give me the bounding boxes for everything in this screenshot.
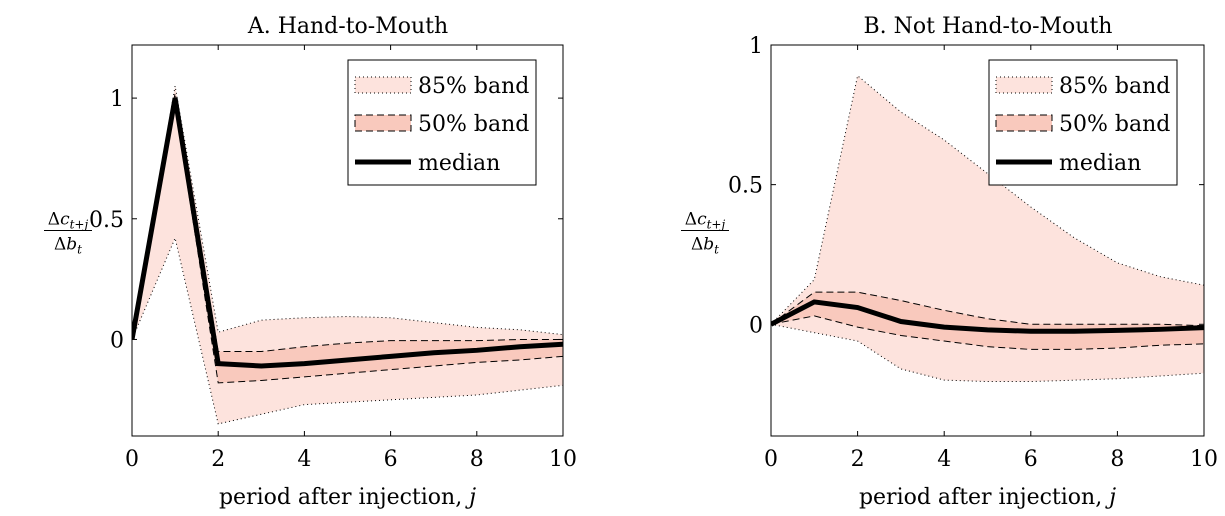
x-tick-label: 8: [1110, 447, 1124, 472]
y-label-num-var: c: [697, 210, 707, 230]
y-tick-label: 1: [110, 87, 124, 112]
y-label-den-sub: t: [77, 243, 82, 257]
y-label-den-sub: t: [714, 243, 719, 257]
x-tick-label: 0: [125, 447, 139, 472]
y-label-den-var: b: [703, 235, 714, 255]
legend-label-2: 50% band: [1059, 112, 1170, 137]
x-tick-label: 10: [1190, 447, 1218, 472]
y-label-num-sub: t+j: [70, 218, 89, 232]
band-85: [132, 86, 563, 424]
band-50-lower-line: [771, 315, 1204, 350]
y-label-den-var: b: [66, 235, 77, 255]
x-axis-label: period after injection, j: [219, 485, 476, 510]
chart-title: B. Not Hand-to-Mouth: [864, 14, 1113, 39]
legend: 85% band 50% band median: [347, 59, 537, 186]
median-line: [771, 299, 1204, 334]
y-label-den-delta: Δ: [691, 235, 703, 255]
median-line: [132, 97, 563, 369]
y-label-num-sub: t+j: [707, 218, 726, 232]
y-axis-label-denominator: Δbt: [691, 235, 719, 257]
band-50: [132, 93, 563, 383]
band-50-lower-line: [132, 105, 563, 384]
chart-panel-1: 0 2 4 6 8 10 0 0.5 1 A. Hand-to-Mouth period after…: [44, 14, 577, 510]
plot-area: [132, 85, 563, 425]
y-tick-label: 0.5: [89, 208, 124, 233]
legend-swatch-85: [995, 76, 1053, 94]
band-85-lower-line: [132, 236, 563, 425]
x-tick-label: 4: [297, 447, 311, 472]
band-50: [771, 292, 1204, 350]
legend-label-1: 85% band: [418, 74, 529, 99]
x-tick-label: 2: [211, 447, 225, 472]
band-85-lower-line: [771, 323, 1204, 383]
x-axis-label-text: period after injection,: [859, 485, 1109, 510]
legend-label-3: median: [1059, 151, 1141, 176]
axes-frame: [770, 44, 1205, 437]
y-label-den-delta: Δ: [54, 235, 66, 255]
y-tick-label: 0.5: [728, 174, 763, 199]
x-axis-label: period after injection, j: [859, 485, 1116, 510]
legend-swatch-50: [354, 114, 412, 132]
band-50-upper-line: [771, 291, 1204, 327]
x-tick-label: 10: [549, 447, 577, 472]
y-tick-label: 0: [110, 328, 124, 353]
legend-swatch-85: [354, 76, 412, 94]
legend-swatch-50: [995, 114, 1053, 132]
legend: 85% band 50% band median: [988, 59, 1178, 186]
legend-label-2: 50% band: [418, 112, 529, 137]
x-tick-label: 2: [851, 447, 865, 472]
y-label-num-delta: Δ: [685, 210, 697, 230]
axes-frame: [131, 44, 564, 437]
x-axis-label-text: period after injection,: [219, 485, 469, 510]
y-axis-label-numerator: Δct+j: [685, 210, 726, 232]
y-tick-label: 1: [749, 34, 763, 59]
y-label-num-var: c: [60, 210, 70, 230]
x-tick-label: 4: [937, 447, 951, 472]
x-tick-label: 6: [384, 447, 398, 472]
plot-area: [771, 74, 1204, 383]
x-tick-label: 6: [1024, 447, 1038, 472]
chart-title: A. Hand-to-Mouth: [247, 14, 448, 39]
y-tick-label: 0: [749, 313, 763, 338]
chart-panel-2: 0 2 4 6 8 10 0 0.5 1 B. Not Hand-to-Mouth period a…: [681, 14, 1218, 510]
x-tick-label: 0: [764, 447, 778, 472]
y-axis-label-numerator: Δct+j: [48, 210, 89, 232]
legend-label-3: median: [418, 151, 500, 176]
y-axis-label-denominator: Δbt: [54, 235, 82, 257]
x-tick-label: 8: [470, 447, 484, 472]
legend-label-1: 85% band: [1059, 74, 1170, 99]
y-label-num-delta: Δ: [48, 210, 60, 230]
